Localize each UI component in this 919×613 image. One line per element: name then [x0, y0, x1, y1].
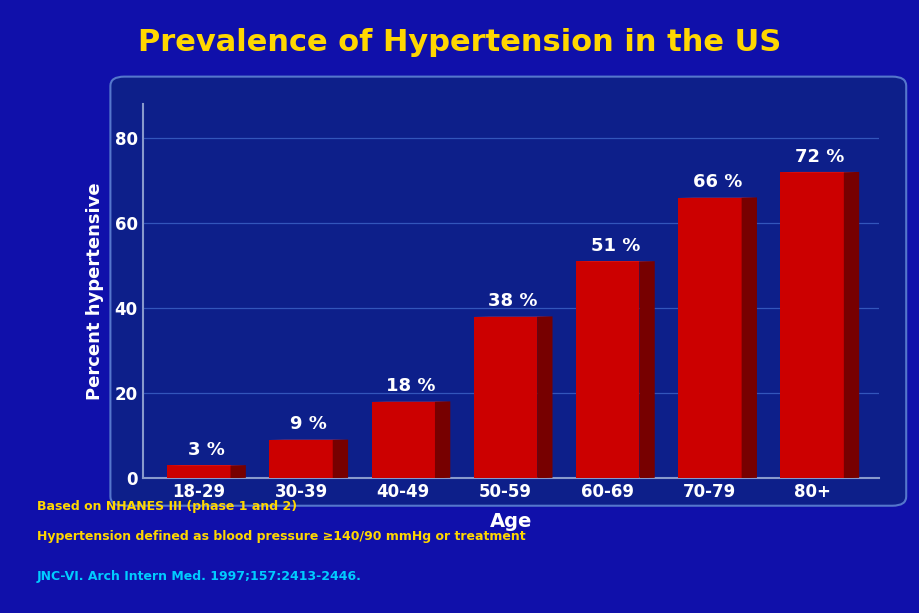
Bar	[779, 172, 843, 478]
Bar	[269, 440, 333, 478]
Text: Prevalence of Hypertension in the US: Prevalence of Hypertension in the US	[138, 28, 781, 56]
Polygon shape	[435, 402, 449, 478]
Text: 51 %: 51 %	[590, 237, 640, 255]
Polygon shape	[231, 465, 245, 478]
Bar	[473, 317, 537, 478]
X-axis label: Age: Age	[489, 512, 531, 531]
Text: JNC-VI. Arch Intern Med. 1997;157:2413-2446.: JNC-VI. Arch Intern Med. 1997;157:2413-2…	[37, 570, 361, 583]
Bar	[677, 197, 741, 478]
Polygon shape	[333, 440, 347, 478]
Text: 9 %: 9 %	[290, 415, 327, 433]
Polygon shape	[741, 197, 756, 478]
Text: 18 %: 18 %	[386, 377, 436, 395]
Bar	[575, 261, 639, 478]
Text: Based on NHANES III (phase 1 and 2): Based on NHANES III (phase 1 and 2)	[37, 500, 297, 512]
Polygon shape	[843, 172, 858, 478]
Bar	[371, 402, 435, 478]
Text: 3 %: 3 %	[187, 441, 224, 459]
Text: 38 %: 38 %	[488, 292, 538, 310]
Text: 66 %: 66 %	[692, 173, 742, 191]
Polygon shape	[537, 316, 552, 478]
Y-axis label: Percent hypertensive: Percent hypertensive	[85, 182, 104, 400]
Text: Hypertension defined as blood pressure ≥140/90 mmHg or treatment: Hypertension defined as blood pressure ≥…	[37, 530, 525, 543]
Bar	[167, 465, 231, 478]
Text: 72 %: 72 %	[794, 148, 844, 166]
Polygon shape	[639, 261, 654, 478]
